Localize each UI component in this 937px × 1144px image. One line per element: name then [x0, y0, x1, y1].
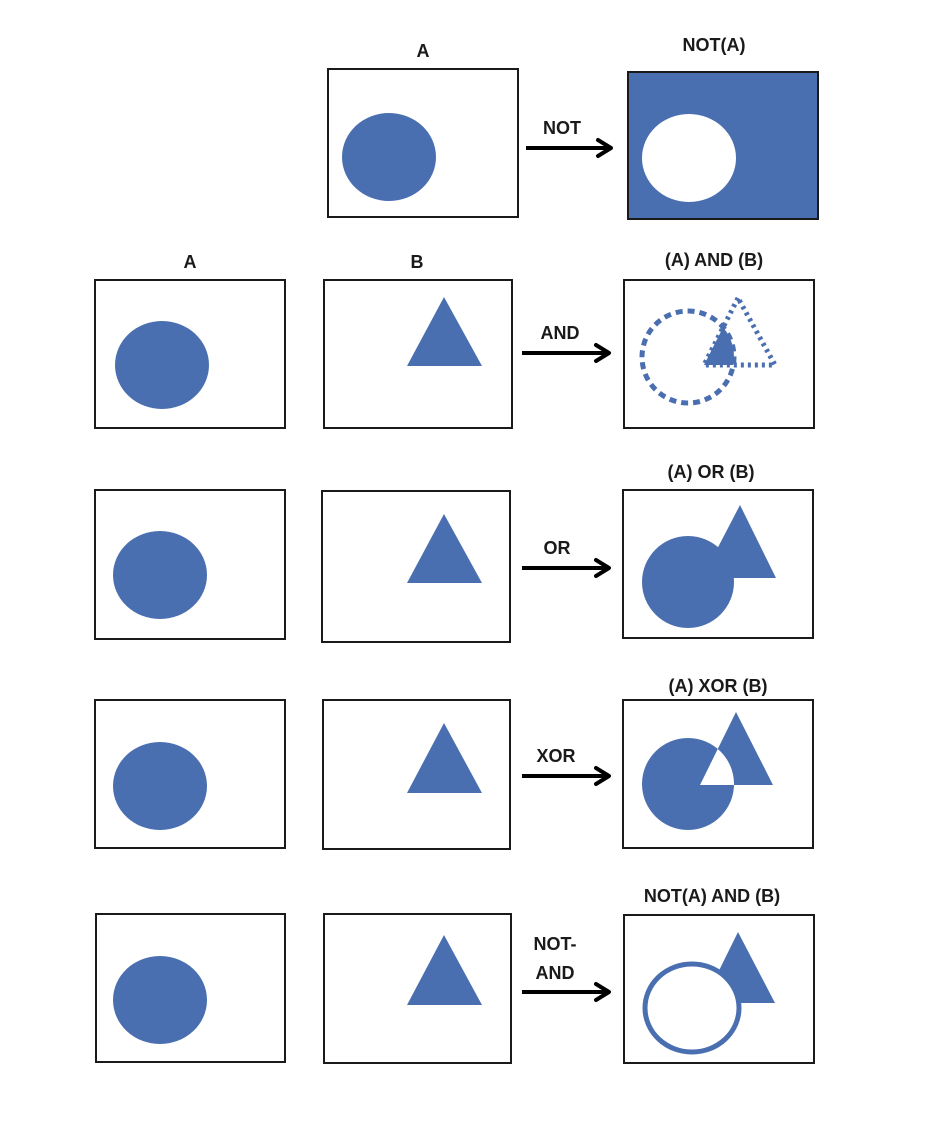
operator-label-line-2: AND: [536, 963, 575, 983]
triangle-icon: [407, 935, 482, 1005]
circle-icon: [113, 742, 207, 830]
operator-label-line-1: NOT-: [534, 934, 577, 954]
label-result: (A) OR (B): [668, 462, 755, 482]
label-result: NOT(A): [683, 35, 746, 55]
triangle-icon: [407, 514, 482, 583]
circle-icon: [342, 113, 436, 201]
right-arrow-icon: [522, 343, 611, 363]
label-result: (A) XOR (B): [669, 676, 768, 696]
intersection-fill: [704, 311, 734, 365]
circle-icon: [113, 531, 207, 619]
triangle-icon: [407, 297, 482, 366]
label-input-b: B: [411, 252, 424, 272]
circle-icon: [642, 738, 734, 830]
circle-icon: [115, 321, 209, 409]
label-result: NOT(A) AND (B): [644, 886, 780, 906]
intersection-cutout: [700, 738, 734, 785]
circle-icon: [113, 956, 207, 1044]
circle-icon: [642, 536, 734, 628]
right-arrow-icon: [522, 982, 611, 1002]
label-input-a: A: [184, 252, 197, 272]
operator-label: OR: [544, 538, 571, 558]
circle-icon: [642, 114, 736, 202]
row-xor: XOR (A) XOR (B): [94, 676, 814, 850]
row-not: A NOT NOT(A): [327, 35, 819, 220]
circle-icon: [642, 961, 742, 1055]
label-input-a: A: [417, 41, 430, 61]
row-and: A B AND (A) AND (B): [94, 250, 815, 429]
operator-label: NOT: [543, 118, 581, 138]
triangle-icon: [407, 723, 482, 793]
triangle-icon: [702, 505, 776, 578]
operator-label: AND: [541, 323, 580, 343]
row-or: OR (A) OR (B): [94, 462, 814, 643]
panel-b: [322, 699, 511, 850]
row-not-and: NOT- AND NOT(A) AND (B): [95, 886, 815, 1064]
right-arrow-icon: [522, 558, 611, 578]
right-arrow-icon: [526, 138, 613, 158]
label-result: (A) AND (B): [665, 250, 763, 270]
right-arrow-icon: [522, 766, 611, 786]
operator-label: XOR: [536, 746, 575, 766]
